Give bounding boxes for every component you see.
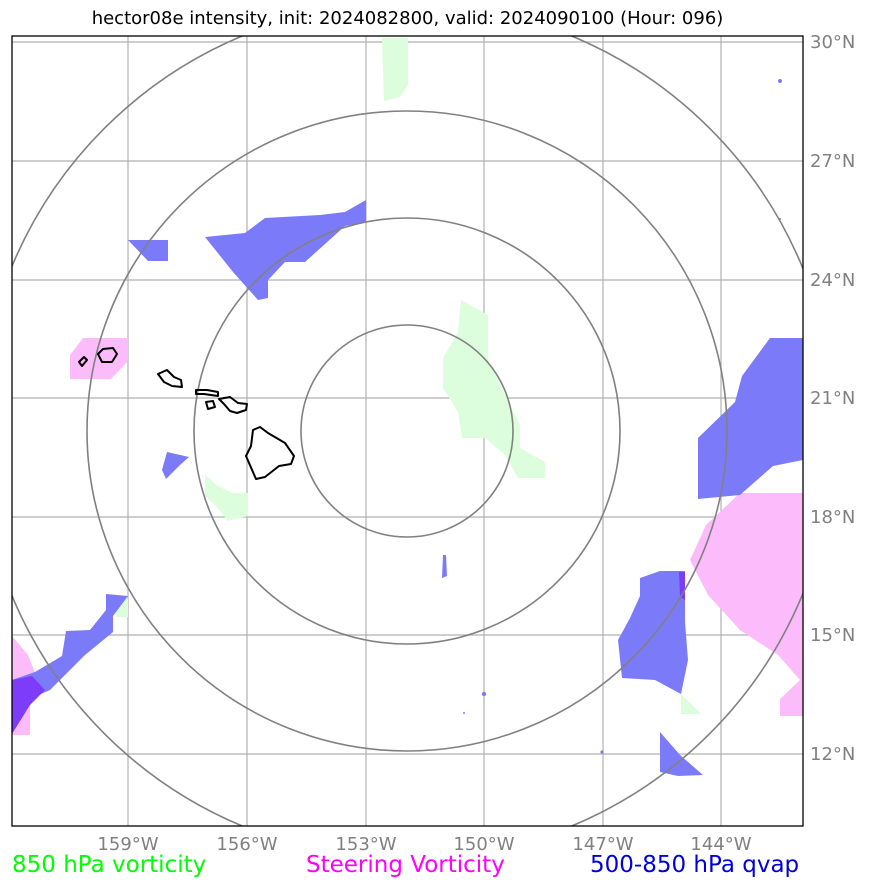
legend-steering-vorticity: Steering Vorticity — [306, 852, 505, 878]
lon-label: 150°W — [453, 834, 514, 855]
legend-qvap: 500-850 hPa qvap — [590, 852, 800, 878]
lon-label: 147°W — [572, 834, 633, 855]
island-lanai — [205, 400, 216, 410]
green-patch-west — [205, 474, 248, 521]
island-kauai — [97, 347, 118, 363]
lon-label: 156°W — [216, 834, 277, 855]
longitude-labels: 159°W 156°W 153°W 150°W 147°W 144°W — [97, 834, 751, 855]
blue-patch-h — [442, 555, 447, 578]
blue-patch-g — [660, 732, 703, 776]
island-niihau — [78, 356, 88, 367]
map-frame — [11, 35, 804, 827]
coastlines — [78, 347, 295, 480]
lat-label: 12°N — [810, 744, 855, 765]
map-title: hector08e intensity, init: 2024082800, v… — [91, 8, 724, 29]
lat-label: 24°N — [810, 270, 855, 291]
blue-patch-f — [618, 571, 688, 694]
pink-patch-east — [690, 493, 803, 716]
island-hawaii — [245, 426, 295, 480]
legend-850-vorticity: 850 hPa vorticity — [12, 852, 207, 878]
lon-label: 144°W — [690, 834, 751, 855]
lat-label: 15°N — [810, 625, 855, 646]
qvap-fields — [12, 79, 803, 776]
green-patch-central — [443, 300, 545, 478]
blue-patch-b — [205, 200, 366, 300]
lat-label: 21°N — [810, 388, 855, 409]
lon-label: 153°W — [335, 834, 396, 855]
latitude-labels: 30°N 27°N 24°N 21°N 18°N 15°N 12°N — [810, 32, 855, 765]
blue-patch-e — [698, 338, 803, 499]
island-maui — [218, 396, 248, 414]
range-rings — [12, 36, 803, 826]
blue-patch-d — [12, 594, 128, 734]
lat-label: 18°N — [810, 507, 855, 528]
blue-patch-a — [128, 240, 168, 261]
lat-label: 30°N — [810, 32, 855, 53]
green-patch-north — [382, 38, 408, 101]
lat-label: 27°N — [810, 151, 855, 172]
overlap-patch-southwest — [12, 676, 45, 734]
island-molokai — [195, 389, 219, 397]
blue-patch-c — [162, 452, 189, 479]
lon-label: 159°W — [97, 834, 158, 855]
island-oahu — [157, 369, 183, 388]
green-patch-south — [681, 694, 701, 714]
